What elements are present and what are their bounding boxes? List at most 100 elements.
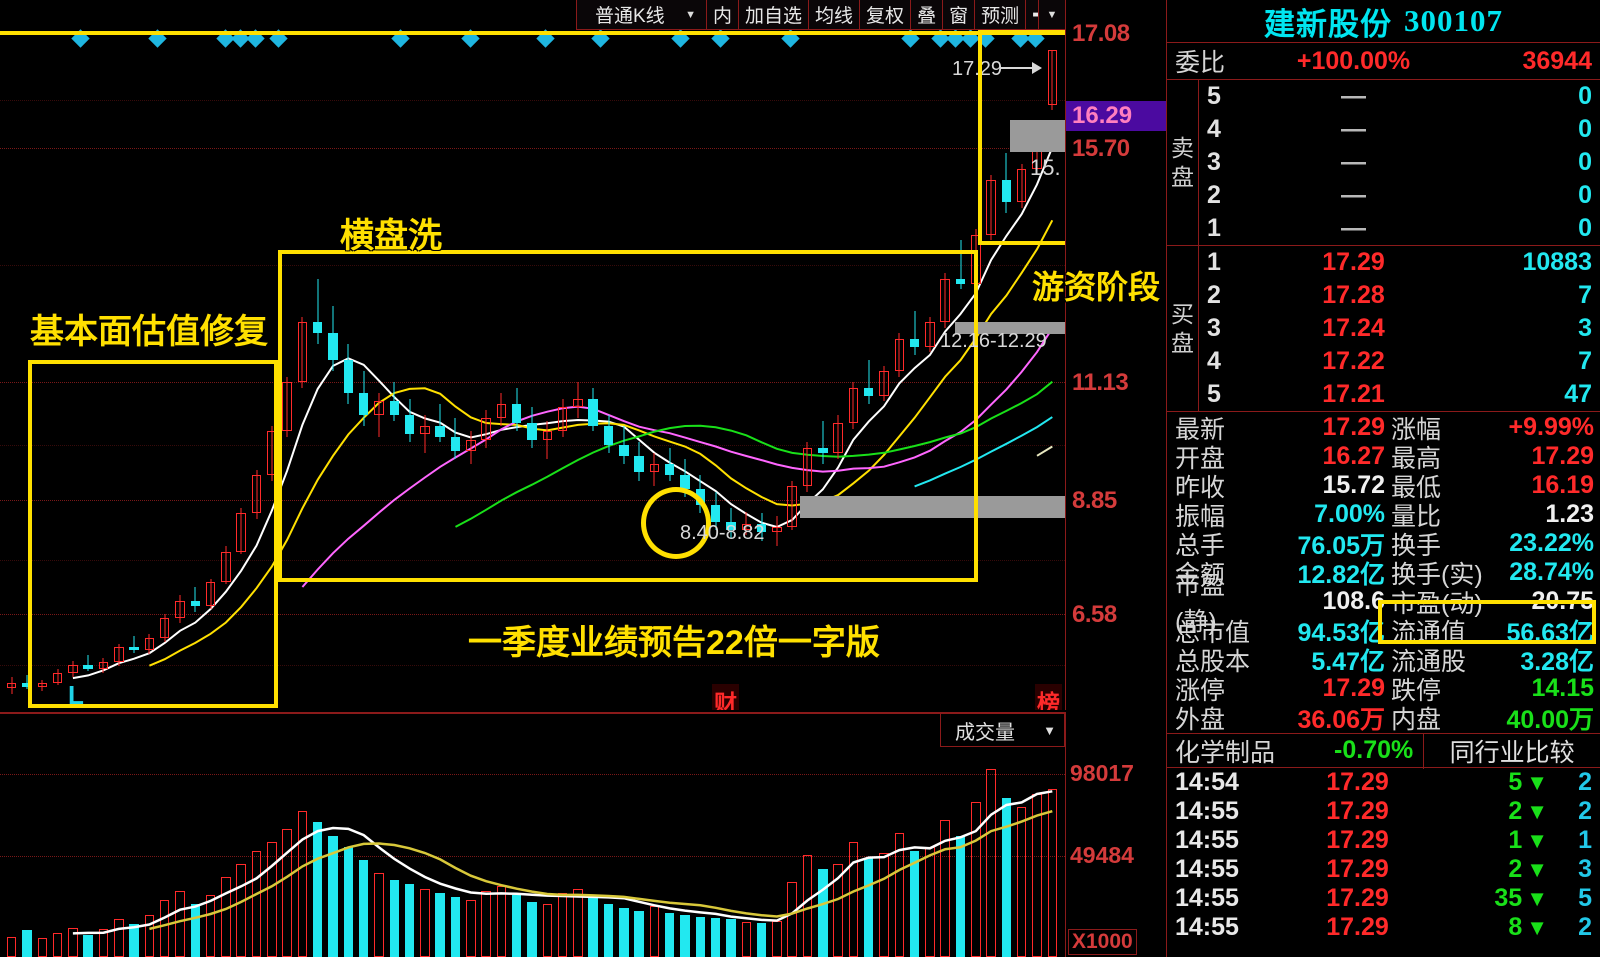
ask-row[interactable]: 2 — 0: [1167, 179, 1600, 212]
arrow-down-icon: ▼: [1526, 798, 1548, 824]
tick-qty-cell: 5 ▼: [1438, 768, 1548, 797]
toolbar-more-dropdown[interactable]: ▼: [1038, 0, 1066, 30]
tick-qty-cell: 8 ▼: [1438, 913, 1548, 942]
candlestick: [389, 382, 399, 421]
tick-qty-cell: 2 ▼: [1438, 855, 1548, 884]
volume-bar: [251, 850, 262, 957]
toolbar-button-forecast[interactable]: 预测: [975, 0, 1027, 29]
candlestick: [358, 371, 369, 426]
volume-chart-panel[interactable]: [0, 712, 1065, 957]
toolbar-button-nei[interactable]: 内: [707, 0, 740, 29]
candlestick: [22, 674, 32, 690]
current-price-highlight: 16.29: [1066, 101, 1166, 131]
ask-row[interactable]: 5 — 0: [1167, 80, 1600, 113]
candlestick: [374, 393, 384, 437]
tick-delta: 2: [1578, 913, 1592, 941]
ask-volume: 0: [1578, 82, 1592, 110]
tick-row[interactable]: 14:55 17.29 35 ▼ 5: [1167, 884, 1600, 913]
bang-badge[interactable]: 榜: [1035, 684, 1062, 710]
stat-value-right: 28.74%: [1509, 558, 1594, 586]
candlestick: [1016, 163, 1027, 208]
ma-line-30: [455, 380, 1053, 528]
tick-delta: 5: [1578, 884, 1592, 912]
chart-toolbar[interactable]: 普通K线 ▼ 内 加自选 均线 复权 叠 窗 预测 ➡|: [576, 0, 1058, 30]
volume-bar: [435, 892, 445, 957]
stat-value-left: 15.72: [1322, 471, 1385, 499]
volume-bar: [358, 859, 369, 957]
volume-bar: [833, 864, 843, 957]
last-price-callout: 17.29: [952, 58, 1003, 80]
industry-compare-button[interactable]: 同行业比较: [1423, 732, 1600, 769]
toolbar-button-adjust[interactable]: 复权: [860, 0, 912, 29]
stat-label-left: 金额: [1175, 560, 1226, 589]
volume-bar: [328, 835, 338, 957]
bid-level: 5: [1207, 380, 1221, 408]
bid-level: 3: [1207, 314, 1221, 342]
tick-row[interactable]: 14:55 17.29 2 ▼ 3: [1167, 855, 1600, 884]
ma-line-60: [914, 416, 1053, 488]
volume-bar: [175, 890, 185, 957]
volume-bar: [159, 899, 170, 957]
bid-row[interactable]: 1 17.29 10883: [1167, 246, 1600, 279]
candlestick: [955, 240, 966, 290]
stat-row: 金额 12.82亿 换手(实) 28.74%: [1167, 558, 1600, 589]
volume-bar: [144, 915, 155, 957]
tick-row[interactable]: 14:55 17.29 1 ▼ 1: [1167, 826, 1600, 855]
bid-row[interactable]: 3 17.24 3: [1167, 312, 1600, 345]
stock-name: 建新股份: [1264, 6, 1392, 42]
candlestick: [175, 595, 185, 623]
volume-ma-10: [149, 809, 1053, 931]
cai-badge[interactable]: 财: [712, 684, 739, 710]
stat-value-left: 76.05万: [1297, 531, 1385, 560]
tick-qty: 5: [1508, 768, 1523, 796]
tick-delta: 2: [1578, 797, 1592, 825]
tick-row[interactable]: 14:54 17.29 5 ▼ 2: [1167, 768, 1600, 797]
volume-bar: [634, 910, 644, 957]
volume-bar: [297, 811, 308, 957]
stat-row: 总股本 5.47亿 流通股 3.28亿: [1167, 645, 1600, 676]
tick-row[interactable]: 14:55 17.29 8 ▼ 2: [1167, 913, 1600, 942]
volume-indicator-selector[interactable]: 成交量 ▼: [940, 713, 1065, 747]
candlestick: [282, 376, 292, 437]
ask-row[interactable]: 3 — 0: [1167, 146, 1600, 179]
kline-type-selector[interactable]: 普通K线 ▼: [577, 0, 707, 29]
ask-volume: 0: [1578, 214, 1592, 242]
bid-price: 17.21: [1322, 380, 1385, 408]
bid-row[interactable]: 5 17.21 47: [1167, 378, 1600, 411]
tick-delta: 1: [1578, 826, 1592, 854]
volume-bar: [971, 802, 981, 957]
toolbar-button-addfav[interactable]: 加自选: [739, 0, 810, 29]
stat-label-left: 振幅: [1175, 502, 1226, 531]
stat-label-right: 内盘: [1391, 705, 1442, 734]
volume-bar: [527, 901, 537, 957]
candlestick: [848, 382, 859, 429]
stat-label-left: 总市值: [1175, 618, 1251, 647]
toolbar-button-overlay[interactable]: 叠: [911, 0, 944, 29]
volume-bar: [1047, 788, 1058, 957]
price-tick-1: 15.70: [1072, 135, 1130, 162]
ask-row[interactable]: 4 — 0: [1167, 113, 1600, 146]
toolbar-button-window[interactable]: 窗: [943, 0, 976, 29]
annotation-circle-consolidation: [641, 487, 711, 559]
candlestick: [603, 415, 614, 454]
candlestick: [328, 305, 338, 372]
candlestick: [1047, 49, 1058, 110]
gridline-minor-0: [0, 100, 1065, 101]
ask-price: —: [1341, 181, 1366, 209]
candlestick: [741, 512, 751, 536]
tick-row[interactable]: 14:55 17.29 2 ▼ 2: [1167, 797, 1600, 826]
bid-row[interactable]: 2 17.28 7: [1167, 279, 1600, 312]
candlestick: [481, 409, 491, 448]
tick-qty: 2: [1508, 855, 1523, 883]
ask-row[interactable]: 1 — 0: [1167, 212, 1600, 245]
kline-chart-panel[interactable]: 12.16-12.29 8.40-8.82 17.29 15. 财 榜: [0, 0, 1065, 710]
toolbar-button-ma[interactable]: 均线: [809, 0, 861, 29]
time-and-sales-list[interactable]: 14:54 17.29 5 ▼ 2 14:55 17.29 2 ▼ 2 14:55 17.29 1 ▼ 1 1…: [1167, 768, 1600, 942]
price-range-label-mid: 8.40-8.82: [680, 522, 765, 544]
ask-level: 1: [1207, 214, 1221, 242]
volume-unit-label: X1000: [1068, 929, 1137, 955]
chevron-down-icon: ▼: [685, 8, 696, 21]
volume-profile-band-top: [955, 322, 1065, 334]
bid-row[interactable]: 4 17.22 7: [1167, 345, 1600, 378]
sector-row[interactable]: 化学制品 -0.70% 同行业比较: [1167, 732, 1600, 769]
